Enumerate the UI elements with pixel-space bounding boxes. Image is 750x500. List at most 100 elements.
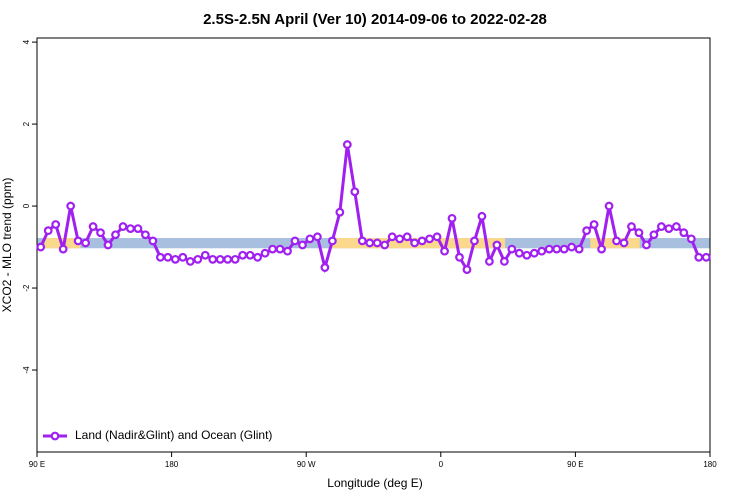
series-marker [133,224,143,234]
series-marker [313,232,322,242]
series-marker [178,252,188,262]
legend-marker [50,431,60,441]
series-marker [96,228,105,238]
series-marker [634,228,644,238]
series-marker [649,230,659,240]
series-marker [567,242,577,252]
series-marker [365,238,375,248]
series-marker [230,254,240,264]
series-marker [671,222,681,231]
series-marker [432,232,442,242]
series-marker [387,232,397,242]
series-marker [298,240,307,250]
series-marker [574,244,584,254]
x-tick-label: 180 [165,460,179,469]
series-marker [597,244,606,254]
series-marker [522,250,532,260]
series-marker [170,254,180,264]
series-marker [514,248,524,258]
series-marker [66,201,76,211]
series-marker [208,254,218,264]
series-marker [507,244,517,254]
series-marker [111,230,120,240]
series-marker [118,222,128,231]
series-marker [58,244,68,254]
series-marker [455,252,464,262]
y-tick-label: 0 [22,203,31,208]
series-marker [335,207,345,217]
series-marker [380,240,390,250]
series-marker [350,187,360,197]
series-marker [126,224,135,234]
x-axis-label: Longitude (deg E) [327,476,422,490]
y-axis-label: XCO2 - MLO trend (ppm) [0,178,14,313]
series-marker [642,240,651,250]
series-marker [470,236,479,246]
series-marker [238,250,248,260]
series-marker [529,248,539,258]
series-marker [686,234,696,244]
series-marker [342,140,352,149]
chart-title: 2.5S-2.5N April (Ver 10) 2014-09-06 to 2… [203,11,547,28]
series-marker [694,252,704,262]
series-marker [559,244,569,254]
series-marker [148,236,158,246]
series-marker [215,254,225,264]
series-marker [462,265,472,274]
series-marker [499,256,509,266]
x-tick-label: 90 E [567,460,583,469]
series-marker [268,244,277,254]
series-marker [51,220,61,229]
series-marker [492,240,502,250]
series-marker [290,236,300,246]
series-marker [163,252,173,262]
series-marker [447,213,457,223]
series-marker [544,244,554,254]
series-marker [275,244,285,254]
series-marker [410,238,420,248]
series-marker [357,236,367,246]
series-marker [283,246,292,256]
x-tick-label: 180 [703,460,717,469]
series-marker [395,234,405,244]
series-marker [627,222,636,231]
series-marker [701,252,711,262]
series-marker [223,254,233,264]
series-marker [417,236,427,246]
series-marker [81,238,91,248]
series-marker [402,232,412,242]
series-marker [305,234,315,244]
x-tick-label: 90 W [297,460,316,469]
series-marker [372,238,382,248]
series-marker [656,222,666,231]
series-marker [73,236,83,246]
series-marker [664,224,674,234]
series-marker [612,236,621,246]
series-marker [88,222,98,231]
series-marker [43,226,53,236]
series-marker [36,242,46,252]
series-marker [155,252,165,262]
series-marker [477,211,487,221]
series-marker [604,201,614,211]
series-marker [589,220,599,229]
series-marker [537,246,547,256]
series-marker [440,246,449,256]
y-tick-label: -2 [22,284,31,292]
series-marker [185,256,195,266]
legend-label: Land (Nadir&Glint) and Ocean (Glint) [75,428,272,442]
series-marker [193,254,203,264]
series-marker [141,230,150,240]
x-tick-label: 90 E [29,460,45,469]
series-marker [260,248,270,258]
series-marker [253,252,262,262]
series-marker [327,236,337,246]
series-marker [425,234,434,244]
series-marker [485,256,494,266]
series-marker [245,250,255,260]
y-tick-label: 4 [22,39,31,44]
series-marker [200,250,210,260]
series-marker [582,226,592,236]
series-marker [552,244,562,254]
